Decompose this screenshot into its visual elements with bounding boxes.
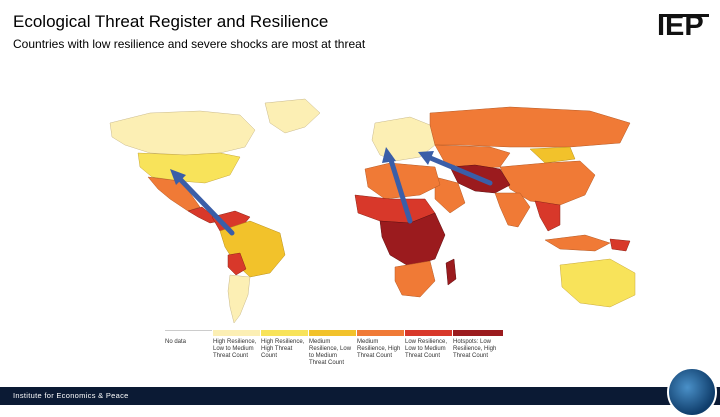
- region-usa: [137, 152, 241, 184]
- legend-swatch-0: [165, 330, 212, 337]
- region-canada: [109, 110, 256, 156]
- legend-label-1: High Resilience, Low to Medium Threat Co…: [213, 339, 257, 359]
- legend-swatch-3: [309, 330, 356, 336]
- legend-swatch-4: [357, 330, 404, 336]
- page-subtitle: Countries with low resilience and severe…: [13, 37, 366, 51]
- legend-label-3: Medium Resilience, Low to Medium Threat …: [309, 339, 352, 366]
- legend-label-0: No data: [165, 339, 187, 345]
- region-arabia: [434, 176, 466, 214]
- footer-bar: Institute for Economics & Peace: [0, 387, 720, 405]
- region-mongolia: [529, 146, 576, 164]
- legend-swatch-2: [261, 330, 308, 336]
- world-map: [109, 98, 636, 324]
- arrow-asia-head: [418, 151, 434, 165]
- region-russia: [429, 106, 631, 148]
- region-australia: [559, 258, 636, 308]
- legend-swatch-6: [453, 330, 503, 336]
- region-madagascar: [445, 258, 457, 286]
- arrow-africa-head: [382, 147, 396, 163]
- region-north-africa: [364, 162, 441, 200]
- region-india: [494, 192, 531, 228]
- page-title: Ecological Threat Register and Resilienc…: [13, 12, 329, 31]
- region-bolivia: [227, 252, 247, 276]
- region-central-africa: [379, 212, 446, 268]
- region-indonesia: [544, 234, 611, 252]
- region-southeast-asia: [534, 200, 561, 232]
- legend-label-2: High Resilience, High Threat Count: [261, 339, 305, 359]
- arrow-asia: [425, 154, 493, 186]
- legend-swatch-5: [405, 330, 452, 336]
- region-png: [609, 238, 631, 252]
- legend-label-4: Medium Resilience, High Threat Count: [357, 339, 401, 359]
- legend-label-5: Low Resilience, Low to Medium Threat Cou…: [405, 339, 448, 359]
- legend-swatch-1: [213, 330, 260, 336]
- legend-label-6: Hotspots: Low Resilience, High Threat Co…: [453, 339, 497, 359]
- globe-icon: [667, 367, 717, 417]
- logo-bar: [659, 14, 709, 17]
- arrow-americas: [175, 174, 235, 236]
- region-southern-cone: [227, 274, 251, 324]
- footer-text: Institute for Economics & Peace: [13, 391, 129, 400]
- region-southern-africa: [394, 260, 436, 298]
- arrow-americas-head: [170, 169, 186, 185]
- region-greenland: [264, 98, 321, 134]
- arrow-africa: [387, 154, 413, 224]
- iep-logo: IEP: [657, 10, 704, 42]
- map-legend: No data High Resilience, Low to Medium T…: [165, 330, 505, 380]
